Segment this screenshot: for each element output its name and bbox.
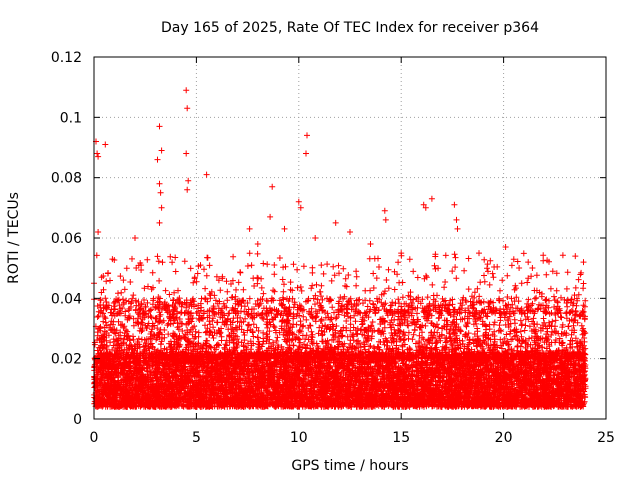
data-points (91, 87, 589, 410)
chart-title: Day 165 of 2025, Rate Of TEC Index for r… (161, 20, 539, 36)
